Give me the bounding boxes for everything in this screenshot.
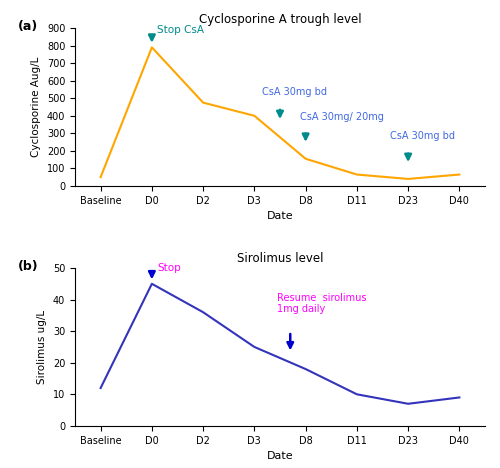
Title: Sirolimus level: Sirolimus level [237,252,323,265]
Text: Stop CsA: Stop CsA [157,25,204,36]
Text: CsA 30mg bd: CsA 30mg bd [390,132,455,141]
Text: (b): (b) [18,260,38,273]
Y-axis label: Cyclosporine Aug/L: Cyclosporine Aug/L [31,57,41,157]
X-axis label: Date: Date [266,211,293,221]
Text: Resume  sirolimus
1mg daily: Resume sirolimus 1mg daily [278,292,367,314]
Text: Stop: Stop [157,263,181,273]
Title: Cyclosporine A trough level: Cyclosporine A trough level [198,13,362,26]
Y-axis label: Sirolimus ug/L: Sirolimus ug/L [38,310,48,384]
Text: CsA 30mg bd: CsA 30mg bd [262,87,327,97]
Text: CsA 30mg/ 20mg: CsA 30mg/ 20mg [300,112,384,122]
Text: (a): (a) [18,20,38,33]
X-axis label: Date: Date [266,451,293,461]
